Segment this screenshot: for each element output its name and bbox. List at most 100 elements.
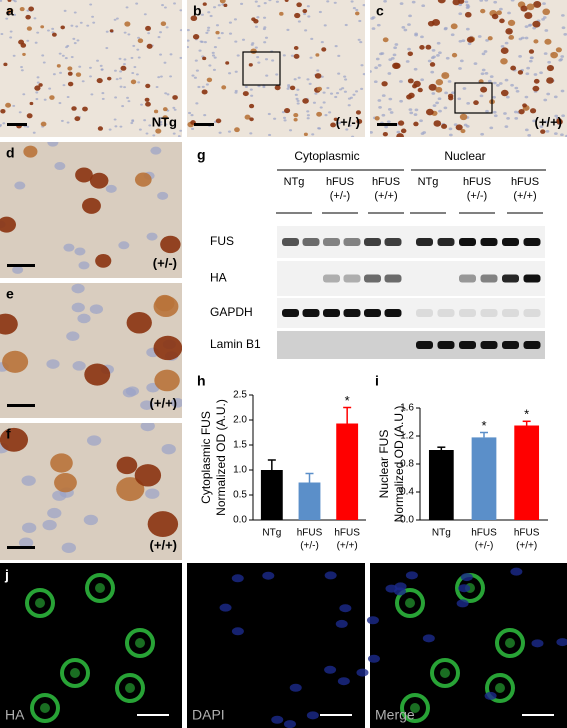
stained-cell	[435, 86, 443, 93]
column-label: (+/-)	[467, 190, 487, 202]
nucleus	[408, 108, 413, 111]
stained-cell	[82, 197, 101, 214]
nucleus	[480, 72, 485, 76]
nucleus	[283, 119, 287, 122]
y-tick-label: 0.5	[233, 490, 247, 501]
nucleus	[484, 71, 489, 75]
stained-cell	[533, 0, 542, 8]
nucleus	[133, 66, 137, 69]
nucleus	[337, 72, 341, 75]
nucleus	[451, 91, 455, 95]
nucleus	[370, 70, 372, 73]
nucleus	[203, 113, 207, 117]
nucleus	[524, 95, 529, 99]
nucleus	[506, 117, 510, 120]
nucleus	[188, 111, 192, 115]
stained-cell	[5, 102, 12, 108]
nucleus	[431, 92, 436, 95]
nucleus	[543, 98, 548, 102]
scale-bar	[377, 123, 397, 126]
stained-cell	[19, 6, 25, 12]
stained-cell	[26, 26, 32, 31]
nucleus	[322, 91, 326, 94]
nucleus	[123, 86, 127, 89]
x-tick-label: NTg	[432, 528, 451, 539]
nucleus	[172, 106, 176, 109]
stained-cell	[510, 65, 517, 71]
nucleus	[152, 134, 156, 137]
dapi-nucleus	[231, 627, 244, 636]
nucleus	[220, 32, 224, 35]
ha-core	[505, 638, 515, 648]
stained-cell	[321, 47, 327, 52]
stained-cell	[500, 89, 509, 97]
nucleus	[173, 108, 177, 111]
stained-cell	[74, 116, 81, 122]
band	[459, 309, 476, 317]
band	[502, 238, 519, 246]
nucleus	[539, 71, 543, 75]
ha-core	[125, 683, 135, 693]
nucleus	[493, 114, 498, 118]
nucleus	[308, 82, 312, 85]
stained-cell	[451, 52, 458, 58]
nucleus	[205, 83, 209, 86]
x-tick-label: (+/-)	[475, 541, 494, 552]
nucleus	[268, 0, 272, 2]
nucleus	[297, 20, 301, 23]
nucleus	[64, 57, 68, 60]
ha-cell	[115, 673, 145, 703]
dapi-nucleus	[306, 711, 319, 720]
nucleus	[560, 89, 565, 93]
nucleus	[47, 507, 62, 519]
nucleus	[233, 18, 237, 21]
stained-cell	[0, 427, 29, 452]
bar	[428, 450, 454, 520]
band	[323, 238, 340, 246]
stained-cell	[546, 65, 555, 72]
nucleus	[453, 123, 458, 126]
nucleus	[119, 77, 122, 80]
nucleus	[256, 56, 260, 59]
band	[364, 309, 381, 317]
stained-cell	[274, 85, 281, 91]
nucleus	[159, 31, 162, 34]
stained-cell	[202, 2, 207, 6]
stained-cell	[464, 11, 472, 18]
nucleus	[343, 75, 347, 78]
stained-cell	[124, 21, 131, 27]
nucleus	[413, 67, 418, 71]
nucleus	[35, 91, 39, 94]
stained-cell	[400, 128, 407, 134]
nucleus	[484, 0, 489, 2]
stained-cell	[542, 8, 551, 16]
nucleus	[130, 122, 134, 125]
stained-cell	[0, 216, 16, 233]
nucleus	[296, 99, 300, 102]
stained-cell	[458, 0, 465, 4]
scale-bar	[7, 546, 35, 549]
stained-cell	[50, 453, 73, 473]
nucleus	[447, 80, 452, 83]
blot-strip	[277, 226, 545, 258]
ha-core	[35, 598, 45, 608]
nucleus	[450, 33, 455, 37]
panel-label: d	[6, 145, 15, 161]
nucleus	[207, 26, 211, 29]
nucleus	[403, 28, 408, 32]
stained-cell	[225, 61, 230, 65]
stained-cell	[354, 11, 360, 16]
nucleus	[22, 522, 37, 534]
stained-cell	[279, 11, 284, 16]
band	[480, 274, 498, 283]
stained-cell	[215, 30, 220, 35]
nucleus	[105, 184, 117, 193]
nucleus	[147, 32, 151, 35]
stained-cell	[23, 145, 38, 158]
band	[480, 341, 498, 349]
scale-bar	[7, 264, 35, 267]
nucleus	[78, 65, 82, 68]
nucleus	[458, 39, 463, 43]
stained-cell	[109, 29, 114, 33]
dapi-nucleus	[231, 574, 244, 583]
